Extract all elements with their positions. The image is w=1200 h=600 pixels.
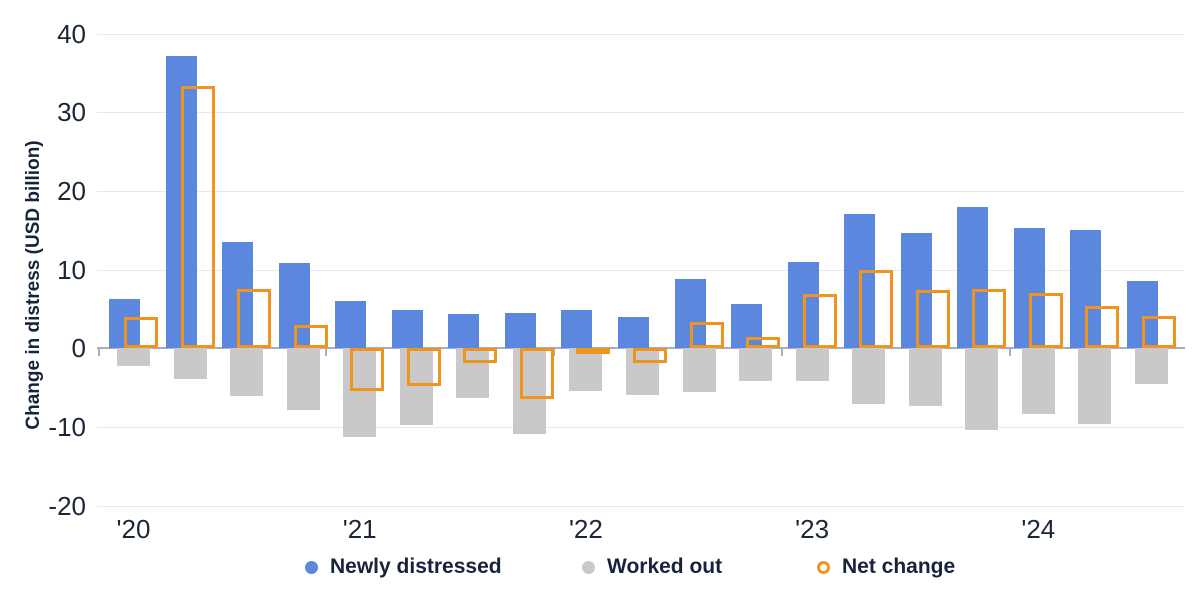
bar-newly-distressed	[617, 316, 649, 349]
bar-net-change	[1028, 293, 1063, 349]
y-tick-label: 20	[57, 175, 86, 206]
bar-worked-out	[173, 348, 207, 379]
bar-worked-out	[1021, 348, 1055, 414]
bar-net-change	[802, 294, 837, 349]
bar-net-change	[689, 322, 724, 349]
worked-out-dot-icon	[582, 560, 595, 574]
x-year-label: '21	[342, 514, 377, 544]
bar-worked-out	[682, 348, 716, 392]
bar-worked-out	[908, 348, 942, 406]
legend-label: Net change	[842, 555, 956, 578]
bar-newly-distressed	[504, 312, 536, 349]
legend-label: Newly distressed	[330, 555, 502, 578]
y-tick-label: 30	[57, 97, 86, 128]
bar-net-change	[519, 348, 554, 399]
bar-newly-distressed	[448, 313, 480, 349]
bar-net-change	[180, 86, 215, 349]
chart-legend: Newly distressed Worked out Net change	[0, 552, 1200, 582]
legend-label: Worked out	[607, 555, 723, 578]
bar-newly-distressed	[561, 309, 593, 349]
bar-net-change	[915, 290, 950, 349]
gridline	[97, 112, 1185, 114]
y-tick-label: -20	[48, 490, 86, 521]
bar-worked-out	[230, 348, 264, 396]
bar-net-change	[406, 348, 441, 387]
bar-newly-distressed	[335, 301, 367, 349]
x-year-tick	[97, 348, 100, 357]
bar-worked-out	[343, 348, 377, 438]
bar-worked-out	[117, 348, 150, 367]
y-tick-label: 40	[57, 18, 86, 49]
gridline	[97, 505, 1185, 507]
bar-worked-out	[795, 348, 829, 381]
y-tick-label: 10	[57, 254, 86, 285]
bar-net-change	[576, 348, 611, 355]
legend-item-net-change: Net change	[817, 552, 955, 582]
x-year-tick	[1008, 348, 1011, 357]
bar-net-change	[972, 289, 1007, 349]
bar-worked-out	[625, 348, 659, 395]
gridline	[97, 426, 1185, 428]
legend-item-worked-out: Worked out	[582, 552, 722, 582]
bar-worked-out	[739, 348, 773, 382]
x-year-label: '23	[795, 514, 830, 544]
bar-newly-distressed	[391, 309, 423, 349]
y-tick-label: 0	[71, 333, 86, 364]
x-year-tick	[780, 348, 783, 357]
bar-worked-out	[286, 348, 320, 411]
bar-worked-out	[965, 348, 999, 431]
x-year-label: '24	[1021, 514, 1056, 544]
bar-worked-out	[1134, 348, 1168, 384]
legend-item-newly-distressed: Newly distressed	[305, 552, 502, 582]
bar-net-change	[293, 325, 328, 349]
bar-net-change	[632, 348, 667, 364]
bar-worked-out	[852, 348, 886, 405]
gridline	[97, 33, 1185, 35]
bar-net-change	[350, 348, 385, 391]
x-year-tick	[325, 348, 328, 357]
bar-net-change	[1085, 305, 1120, 349]
bar-worked-out	[399, 348, 433, 425]
bar-worked-out	[456, 348, 490, 398]
x-year-tick	[553, 348, 556, 357]
bar-net-change	[859, 269, 894, 349]
gridline	[97, 190, 1185, 192]
bar-net-change	[124, 316, 158, 349]
bar-worked-out	[1078, 348, 1112, 424]
newly-distressed-dot-icon	[305, 560, 318, 574]
bar-worked-out	[512, 348, 546, 435]
net-change-ring-icon	[817, 560, 830, 574]
y-tick-label: -10	[48, 411, 86, 442]
x-year-label: '20	[116, 514, 151, 544]
bar-net-change	[1141, 316, 1176, 349]
bar-net-change	[463, 348, 498, 364]
bar-worked-out	[569, 348, 603, 391]
bar-net-change	[746, 337, 781, 349]
bar-net-change	[237, 289, 272, 349]
gridline	[97, 269, 1185, 271]
x-year-label: '22	[568, 514, 603, 544]
